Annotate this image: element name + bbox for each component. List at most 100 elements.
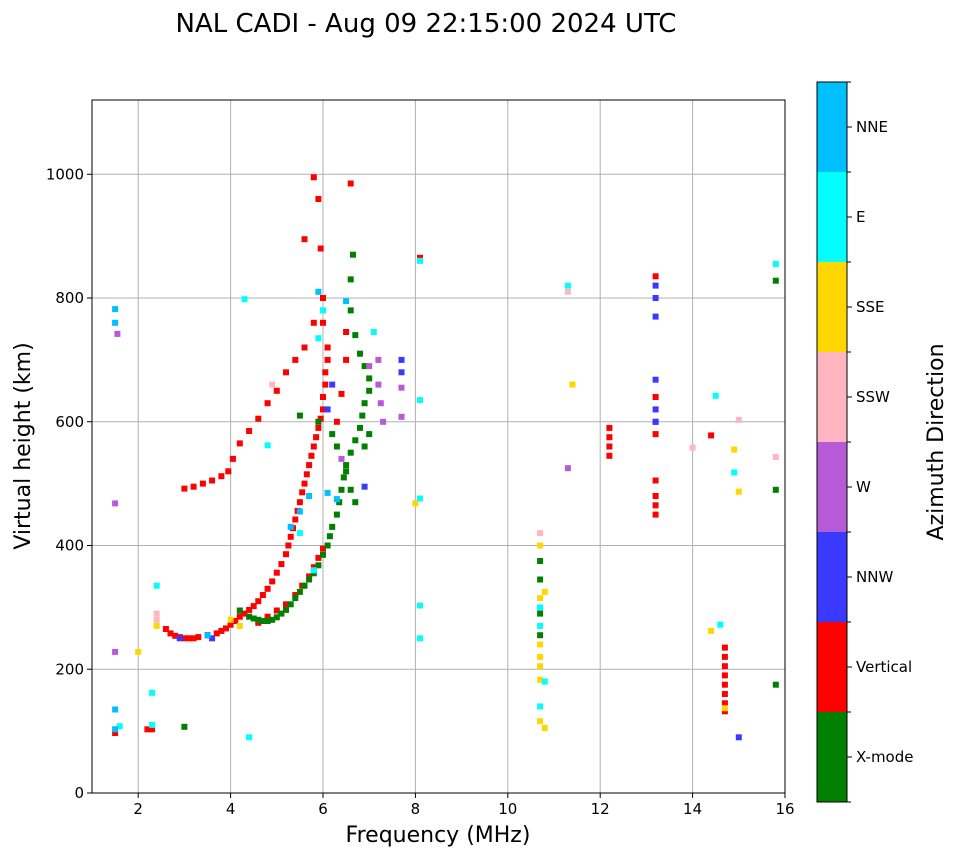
data-point-x-mode [350, 251, 356, 258]
data-point-ssw [537, 530, 544, 537]
data-point-e [564, 282, 571, 289]
data-point-x-mode [236, 607, 243, 614]
data-point-vertical [227, 621, 234, 628]
data-point-ssw [735, 416, 742, 423]
data-point-w [114, 330, 121, 337]
data-point-vertical [283, 369, 289, 376]
data-point-vertical [269, 578, 276, 585]
data-point-nne [315, 288, 322, 295]
data-point-e [537, 622, 544, 629]
y-tick-label: 600 [55, 413, 84, 431]
data-point-x-mode [278, 610, 285, 617]
data-point-vertical [273, 387, 280, 394]
data-point-sse [412, 500, 419, 507]
data-point-sse [227, 616, 234, 623]
data-point-e [149, 689, 156, 696]
data-point-x-mode [537, 576, 544, 583]
data-point-vertical [652, 431, 659, 438]
y-tick-label: 400 [55, 537, 84, 555]
data-points [112, 174, 779, 741]
data-point-nnw [652, 282, 659, 289]
data-point-vertical [721, 681, 728, 688]
data-point-vertical [606, 434, 613, 441]
data-point-x-mode [357, 350, 363, 357]
data-point-x-mode [537, 558, 544, 564]
x-axis-label: Frequency (MHz) [346, 823, 531, 848]
colorbar-segment [817, 172, 847, 262]
data-point-sse [537, 676, 544, 683]
data-point-nnw [735, 734, 742, 741]
data-point-x-mode [340, 474, 347, 481]
data-point-vertical [149, 726, 156, 733]
data-point-w [338, 455, 345, 462]
data-point-nne [204, 632, 211, 639]
data-point-nne [333, 496, 340, 503]
data-point-vertical [287, 533, 294, 540]
data-point-vertical [236, 613, 243, 620]
data-point-x-mode [326, 533, 333, 540]
data-point-vertical [708, 432, 715, 439]
data-point-x-mode [273, 614, 280, 621]
data-point-x-mode [366, 431, 373, 438]
data-point-x-mode [315, 562, 322, 569]
data-point-vertical [303, 471, 310, 478]
data-point-nnw [398, 369, 405, 376]
data-point-e [296, 530, 303, 537]
data-point-e [537, 604, 544, 611]
data-point-nnw [329, 381, 336, 388]
data-point-x-mode [336, 499, 343, 506]
data-point-x-mode [352, 437, 359, 444]
data-point-e [417, 495, 423, 502]
data-point-sse [735, 488, 742, 495]
data-point-vertical [172, 632, 179, 639]
data-point-x-mode [352, 499, 359, 506]
colorbar-label: NNW [856, 568, 893, 586]
data-point-sse [541, 588, 548, 595]
data-point-vertical [236, 440, 243, 447]
data-point-vertical [721, 644, 728, 651]
colorbar-title: Azimuth Direction [924, 343, 949, 540]
data-point-x-mode [537, 632, 544, 639]
data-point-w [398, 384, 405, 391]
data-point-nnw [398, 356, 405, 363]
data-point-vertical [299, 489, 306, 496]
data-point-vertical [320, 394, 326, 400]
data-point-vertical [255, 598, 262, 605]
data-point-sse [537, 641, 544, 648]
data-point-vertical [229, 455, 236, 462]
data-point-nne [324, 489, 331, 496]
data-point-x-mode [315, 418, 322, 425]
data-point-vertical [347, 180, 354, 187]
data-point-x-mode [324, 542, 331, 549]
data-point-x-mode [264, 618, 271, 624]
data-point-x-mode [329, 523, 336, 530]
colorbar-label: X-mode [856, 748, 913, 766]
data-point-x-mode [343, 462, 350, 469]
data-point-vertical [225, 468, 232, 475]
data-point-vertical [652, 477, 659, 484]
data-point-x-mode [359, 412, 366, 419]
data-point-nne [296, 508, 303, 515]
data-point-sse [537, 595, 544, 602]
data-point-vertical [195, 634, 202, 641]
data-point-vertical [310, 564, 317, 571]
colorbar-segment [817, 442, 847, 532]
data-point-vertical [320, 406, 326, 413]
data-point-x-mode [366, 387, 373, 394]
x-tick-label: 6 [318, 800, 328, 818]
data-point-x-mode [296, 412, 303, 419]
data-point-x-mode [320, 551, 326, 558]
colorbar-label: E [856, 208, 865, 226]
data-point-ssw [269, 381, 276, 388]
x-tick-label: 16 [775, 800, 794, 818]
data-point-vertical [167, 630, 174, 637]
data-point-sse [721, 705, 728, 712]
data-point-vertical [209, 477, 216, 484]
data-point-vertical [301, 480, 308, 487]
data-point-vertical [283, 601, 289, 608]
data-point-x-mode [366, 375, 373, 382]
data-point-nne [287, 523, 294, 530]
data-point-vertical [301, 236, 308, 243]
data-point-sse [236, 622, 243, 629]
